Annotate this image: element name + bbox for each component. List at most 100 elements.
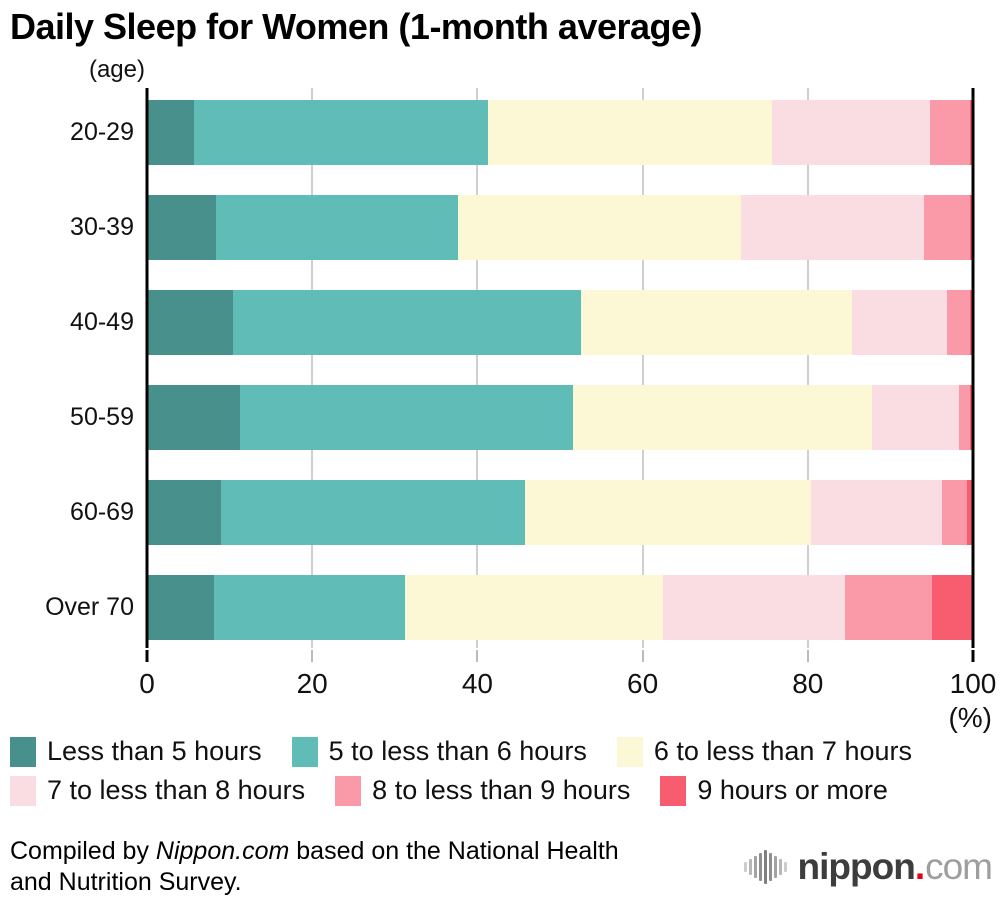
credit-line-1: Compiled by Nippon.com based on the Nati… bbox=[10, 836, 619, 867]
bar-segment bbox=[931, 575, 973, 640]
plot-area: 20-29 30-39 40-49 50-59 60-69 Over 70 0 20 40 60… bbox=[0, 88, 1000, 738]
stacked-bar bbox=[147, 290, 973, 355]
legend-swatch bbox=[10, 775, 36, 806]
y-axis-label: 60-69 bbox=[70, 498, 134, 526]
bar-segment bbox=[970, 385, 973, 450]
bar-segment bbox=[941, 480, 968, 545]
axis-tick bbox=[145, 650, 149, 662]
bar-segment bbox=[969, 290, 973, 355]
x-axis-unit-label: (%) bbox=[948, 702, 992, 733]
bar-segment bbox=[232, 290, 582, 355]
bar-row: 40-49 bbox=[0, 290, 973, 355]
legend-label: 9 hours or more bbox=[697, 775, 888, 805]
axis-tick bbox=[641, 650, 644, 662]
legend-swatch bbox=[660, 775, 687, 806]
logo-text-main: nippon bbox=[797, 846, 916, 887]
credit-source: Nippon.com bbox=[155, 837, 290, 865]
footer: Compiled by Nippon.com based on the Nati… bbox=[10, 836, 993, 898]
axis-tick bbox=[311, 650, 314, 662]
x-tick-label: 80 bbox=[792, 668, 824, 699]
bar-segment bbox=[404, 575, 664, 640]
y-axis-label: 20-29 bbox=[70, 118, 134, 146]
bar-segment bbox=[930, 100, 970, 165]
bar-row: Over 70 bbox=[0, 575, 973, 640]
x-tick-label: 20 bbox=[296, 668, 328, 699]
bar-segment bbox=[488, 100, 773, 165]
y-axis-label: Over 70 bbox=[45, 593, 134, 621]
bar-row: 50-59 bbox=[0, 385, 973, 450]
bar-segment bbox=[969, 100, 973, 165]
legend-row: Less than 5 hours 5 to less than 6 hours 6… bbox=[10, 736, 996, 767]
legend-swatch bbox=[291, 736, 318, 767]
bar-segment bbox=[772, 100, 931, 165]
bar-row: 30-39 bbox=[0, 195, 973, 260]
x-axis-labels: 0 20 40 60 80 100 bbox=[139, 668, 996, 704]
stacked-bar bbox=[147, 100, 973, 165]
bar-segment bbox=[194, 100, 489, 165]
bar-segment bbox=[852, 290, 948, 355]
bar-segment bbox=[740, 195, 925, 260]
bar-segment bbox=[147, 290, 233, 355]
nippon-logo: nippon. com bbox=[743, 846, 993, 888]
legend-label: 7 to less than 8 hours bbox=[47, 775, 306, 805]
axis-tick bbox=[806, 650, 809, 662]
bar-segment bbox=[240, 385, 574, 450]
legend-item: Less than 5 hours bbox=[10, 736, 262, 767]
bar-segment bbox=[458, 195, 741, 260]
bar-segment bbox=[581, 290, 853, 355]
legend-item: 8 to less than 9 hours bbox=[335, 775, 630, 806]
bar-segment bbox=[811, 480, 942, 545]
axis-tick bbox=[476, 650, 479, 662]
legend-label: 6 to less than 7 hours bbox=[653, 736, 912, 766]
y-axis-label: 40-49 bbox=[70, 308, 134, 336]
axis-tick bbox=[971, 650, 975, 662]
legend-item: 5 to less than 6 hours bbox=[291, 736, 587, 767]
bar-segment bbox=[872, 385, 959, 450]
bar-row: 20-29 bbox=[0, 100, 973, 165]
stacked-bar bbox=[147, 385, 973, 450]
bar-segment bbox=[147, 575, 214, 640]
y-axis-label: 30-39 bbox=[70, 213, 134, 241]
logo-text-dot: . bbox=[914, 846, 926, 887]
bar-segment bbox=[525, 480, 812, 545]
bar-segment bbox=[969, 195, 973, 260]
bar-segment bbox=[924, 195, 970, 260]
credit-line-2: and Nutrition Survey. bbox=[10, 868, 242, 896]
chart-title: Daily Sleep for Women (1-month average) bbox=[10, 6, 703, 47]
axis-tick-layer bbox=[145, 648, 975, 662]
bar-row: 60-69 bbox=[0, 480, 973, 545]
credit-text: Compiled by Nippon.com based on the Nati… bbox=[10, 836, 619, 898]
legend-item: 6 to less than 7 hours bbox=[616, 736, 912, 767]
y-axis-label: 50-59 bbox=[70, 403, 134, 431]
legend-item: 7 to less than 8 hours bbox=[10, 775, 305, 806]
stacked-bar bbox=[147, 575, 973, 640]
bar-segment bbox=[213, 575, 405, 640]
bar-segment bbox=[147, 480, 222, 545]
legend-swatch bbox=[10, 736, 36, 767]
y-axis-unit-label: (age) bbox=[88, 56, 145, 83]
stacked-bar bbox=[147, 480, 973, 545]
bar-segment bbox=[147, 100, 195, 165]
x-tick-label: 100 bbox=[949, 668, 997, 699]
credit-suffix: based on the National Health bbox=[289, 837, 619, 865]
legend: Less than 5 hours 5 to less than 6 hours 6… bbox=[10, 736, 996, 814]
x-tick-label: 60 bbox=[627, 668, 659, 699]
bar-segment bbox=[958, 385, 971, 450]
bar-segment bbox=[147, 195, 217, 260]
x-tick-label: 40 bbox=[461, 668, 493, 699]
logo-text-suffix: com bbox=[925, 846, 993, 887]
bar-segment bbox=[221, 480, 526, 545]
legend-swatch bbox=[335, 775, 362, 806]
bar-segment bbox=[573, 385, 873, 450]
audio-bars-icon bbox=[743, 850, 789, 884]
credit-prefix: Compiled by bbox=[10, 837, 156, 865]
bar-segment bbox=[967, 480, 973, 545]
legend-item: 9 hours or more bbox=[660, 775, 888, 806]
legend-label: Less than 5 hours bbox=[47, 736, 262, 766]
stacked-bar bbox=[147, 195, 973, 260]
bar-segment bbox=[147, 385, 241, 450]
bar-segment bbox=[663, 575, 845, 640]
bar-segment bbox=[216, 195, 459, 260]
bar-rows: 20-29 30-39 40-49 50-59 60-69 Over 70 bbox=[0, 100, 973, 670]
legend-swatch bbox=[616, 736, 643, 767]
